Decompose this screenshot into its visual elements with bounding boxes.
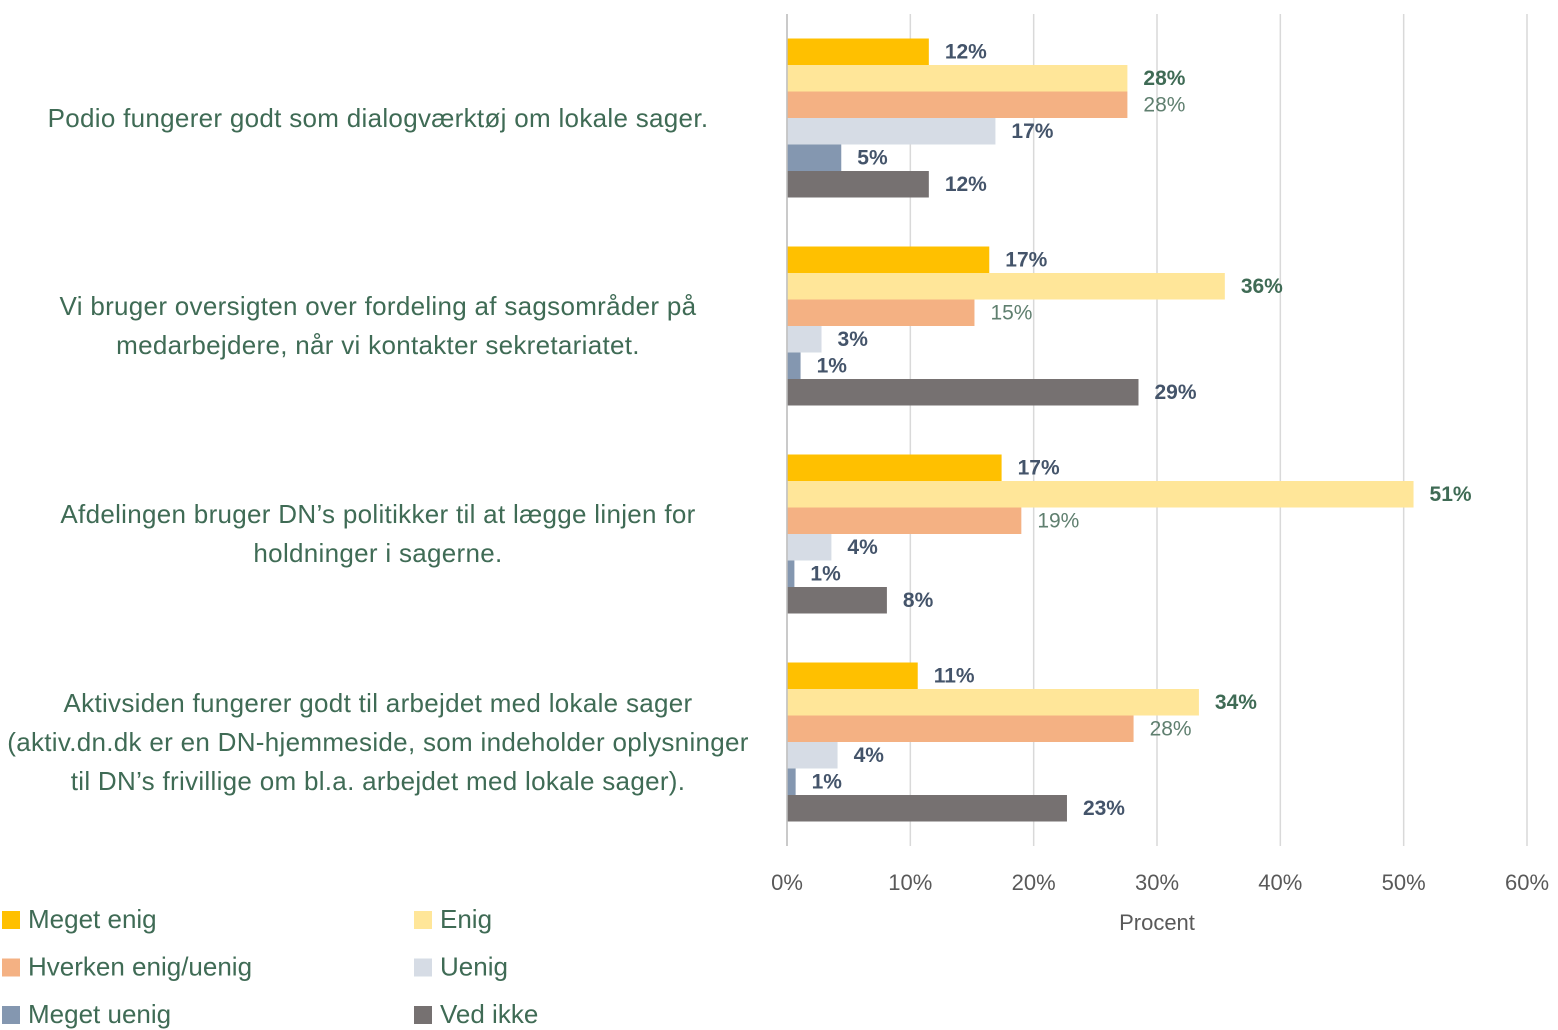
bar: [787, 795, 1067, 822]
value-label: 17%: [1018, 456, 1060, 479]
bar: [787, 38, 929, 65]
category-label: Aktivsiden fungerer godt til arbejdet me…: [7, 687, 749, 796]
bar: [787, 689, 1199, 716]
value-label: 28%: [1143, 93, 1185, 116]
x-tick-label: 40%: [1258, 870, 1302, 895]
bar: [787, 326, 822, 353]
legend-label: Enig: [440, 904, 492, 934]
bar: [787, 768, 796, 795]
category-label-box: Afdelingen bruger DN’s politikker til at…: [0, 430, 756, 638]
value-label: 11%: [934, 664, 975, 687]
bar: [787, 715, 1134, 742]
value-label: 28%: [1150, 717, 1192, 740]
x-tick-label: 50%: [1382, 870, 1426, 895]
category-label-box: Aktivsiden fungerer godt til arbejdet me…: [0, 638, 756, 846]
bar: [787, 299, 975, 326]
value-label: 51%: [1430, 483, 1472, 506]
legend-swatch: [2, 1006, 20, 1024]
bar: [787, 91, 1128, 118]
legend-swatch: [414, 958, 432, 977]
bar: [787, 587, 887, 614]
bar: [787, 662, 918, 689]
bar: [787, 246, 990, 273]
category-label-box: Vi bruger oversigten over fordeling af s…: [0, 222, 756, 430]
legend-label: Ved ikke: [440, 999, 538, 1029]
bar: [787, 65, 1128, 92]
value-label: 1%: [812, 770, 843, 793]
x-tick-label: 20%: [1012, 870, 1056, 895]
bar: [787, 273, 1225, 300]
bar: [787, 481, 1414, 508]
value-label: 4%: [854, 744, 885, 767]
legend-label: Meget enig: [28, 904, 157, 934]
legend-label: Meget uenig: [28, 999, 171, 1029]
category-label: Afdelingen bruger DN’s politikker til at…: [60, 499, 696, 568]
value-label: 1%: [817, 354, 848, 377]
x-tick-label: 30%: [1135, 870, 1179, 895]
value-label: 19%: [1037, 509, 1079, 532]
value-label: 29%: [1155, 381, 1197, 404]
value-label: 17%: [1011, 120, 1053, 143]
bar: [787, 118, 996, 145]
value-label: 36%: [1241, 275, 1283, 298]
value-label: 17%: [1005, 248, 1047, 271]
value-label: 1%: [810, 562, 841, 585]
value-label: 8%: [903, 589, 934, 612]
x-tick-label: 10%: [888, 870, 932, 895]
value-label: 28%: [1143, 67, 1185, 90]
bar: [787, 507, 1022, 534]
bar: [787, 171, 929, 198]
value-label: 34%: [1215, 691, 1257, 714]
legend-label: Hverken enig/uenig: [28, 951, 252, 981]
bar: [787, 454, 1002, 481]
x-tick-label: 60%: [1505, 870, 1549, 895]
value-label: 12%: [945, 173, 987, 196]
legend-swatch: [2, 958, 20, 977]
legend-label: Uenig: [440, 951, 508, 981]
value-label: 12%: [945, 40, 987, 63]
category-label: Vi bruger oversigten over fordeling af s…: [59, 291, 697, 360]
x-tick-label: 0%: [771, 870, 803, 895]
value-label: 3%: [838, 328, 869, 351]
bar: [787, 144, 842, 171]
bar: [787, 742, 838, 769]
value-label: 5%: [857, 146, 888, 169]
category-label: Podio fungerer godt som dialogværktøj om…: [47, 102, 709, 133]
value-label: 15%: [990, 301, 1032, 324]
bar: [787, 352, 801, 379]
x-axis-label: Procent: [1119, 910, 1195, 935]
legend-swatch: [2, 911, 20, 929]
bar: [787, 379, 1139, 406]
value-label: 23%: [1083, 797, 1125, 820]
bar: [787, 534, 832, 561]
legend-swatch: [414, 1006, 432, 1024]
value-label: 4%: [847, 536, 878, 559]
bar: [787, 560, 795, 587]
legend-swatch: [414, 911, 432, 929]
category-label-box: Podio fungerer godt som dialogværktøj om…: [0, 14, 756, 222]
